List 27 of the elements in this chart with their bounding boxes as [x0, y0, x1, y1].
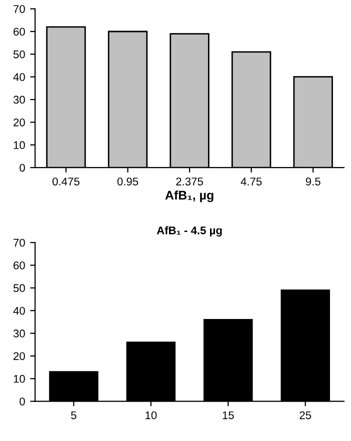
x-tick-label: 5: [71, 411, 76, 420]
y-tick-label: 50: [13, 284, 25, 292]
x-axis-title: AfB₁, µg: [165, 190, 214, 202]
x-tick-label: 15: [222, 411, 234, 420]
y-tick-label: 70: [14, 238, 25, 247]
y-tick-label: 30: [13, 330, 25, 338]
x-tick-label: 25: [300, 411, 312, 420]
y-tick-label: 60: [14, 261, 25, 270]
y-tick-label: 50: [13, 50, 25, 58]
y-tick-label: 40: [13, 306, 25, 315]
chart-title: AfB₁ - 4.5 µg: [156, 226, 222, 237]
x-tick-label: 0.95: [117, 178, 138, 186]
y-tick-label: 60: [14, 28, 25, 36]
x-tick-label: 0.475: [52, 178, 80, 186]
y-tick-label: 70: [14, 5, 25, 13]
y-tick-label: 10: [14, 374, 25, 383]
y-tick-label: 0: [20, 398, 25, 406]
y-tick-label: 0: [20, 164, 25, 172]
x-tick-label: 9.5: [306, 178, 320, 186]
y-tick-label: 20: [14, 352, 25, 360]
y-tick-label: 30: [13, 96, 25, 104]
x-tick-label: 2.375: [176, 178, 203, 186]
x-tick-label: 4.75: [240, 178, 262, 186]
x-tick-label: 10: [146, 411, 157, 420]
y-tick-label: 40: [13, 73, 25, 81]
y-tick-label: 10: [14, 141, 25, 150]
y-tick-label: 20: [14, 118, 25, 126]
